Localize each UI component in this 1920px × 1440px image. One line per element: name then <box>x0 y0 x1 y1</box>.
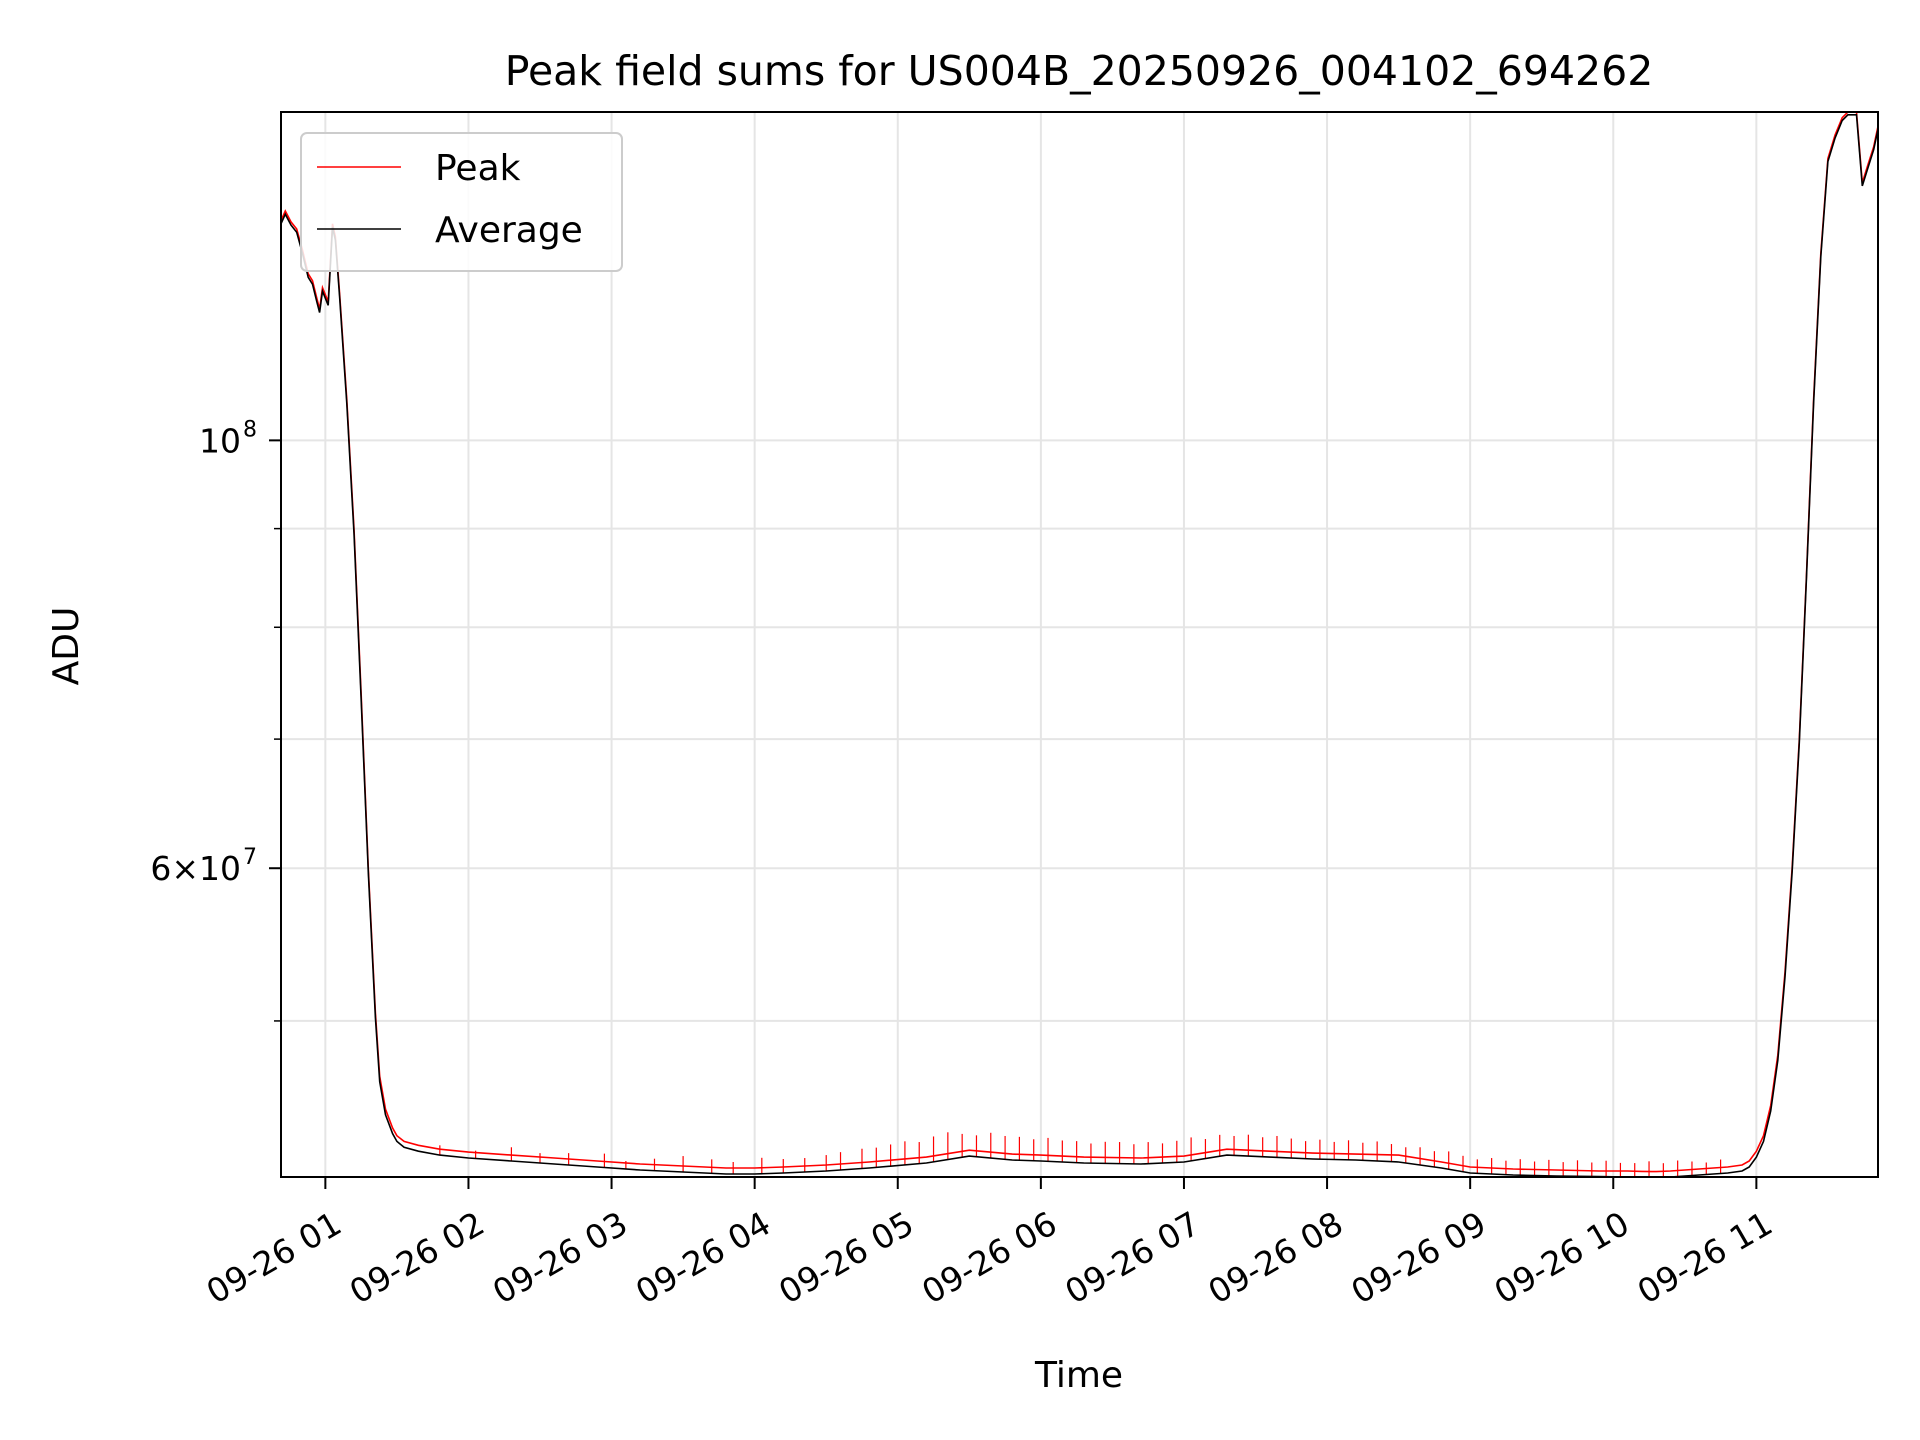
series-layer <box>281 112 1878 1177</box>
grid-lines <box>281 112 1878 1177</box>
legend-label-average: Average <box>435 210 583 251</box>
y-tick-exponent-1: 8 <box>243 417 257 442</box>
legend: Peak Average <box>300 132 623 272</box>
chart-title: Peak field sums for US004B_20250926_0041… <box>505 47 1654 95</box>
y-tick-label-1: 10 <box>199 421 241 460</box>
y-tick-label-0: 6×10 <box>150 849 241 888</box>
legend-label-peak: Peak <box>435 148 521 189</box>
series-line-average <box>281 114 1878 1177</box>
y-axis-label: ADU <box>46 607 87 686</box>
y-tick-exponent-0: 7 <box>243 845 257 870</box>
x-axis-label: Time <box>1034 1355 1123 1396</box>
plot-frame <box>280 111 1879 1178</box>
